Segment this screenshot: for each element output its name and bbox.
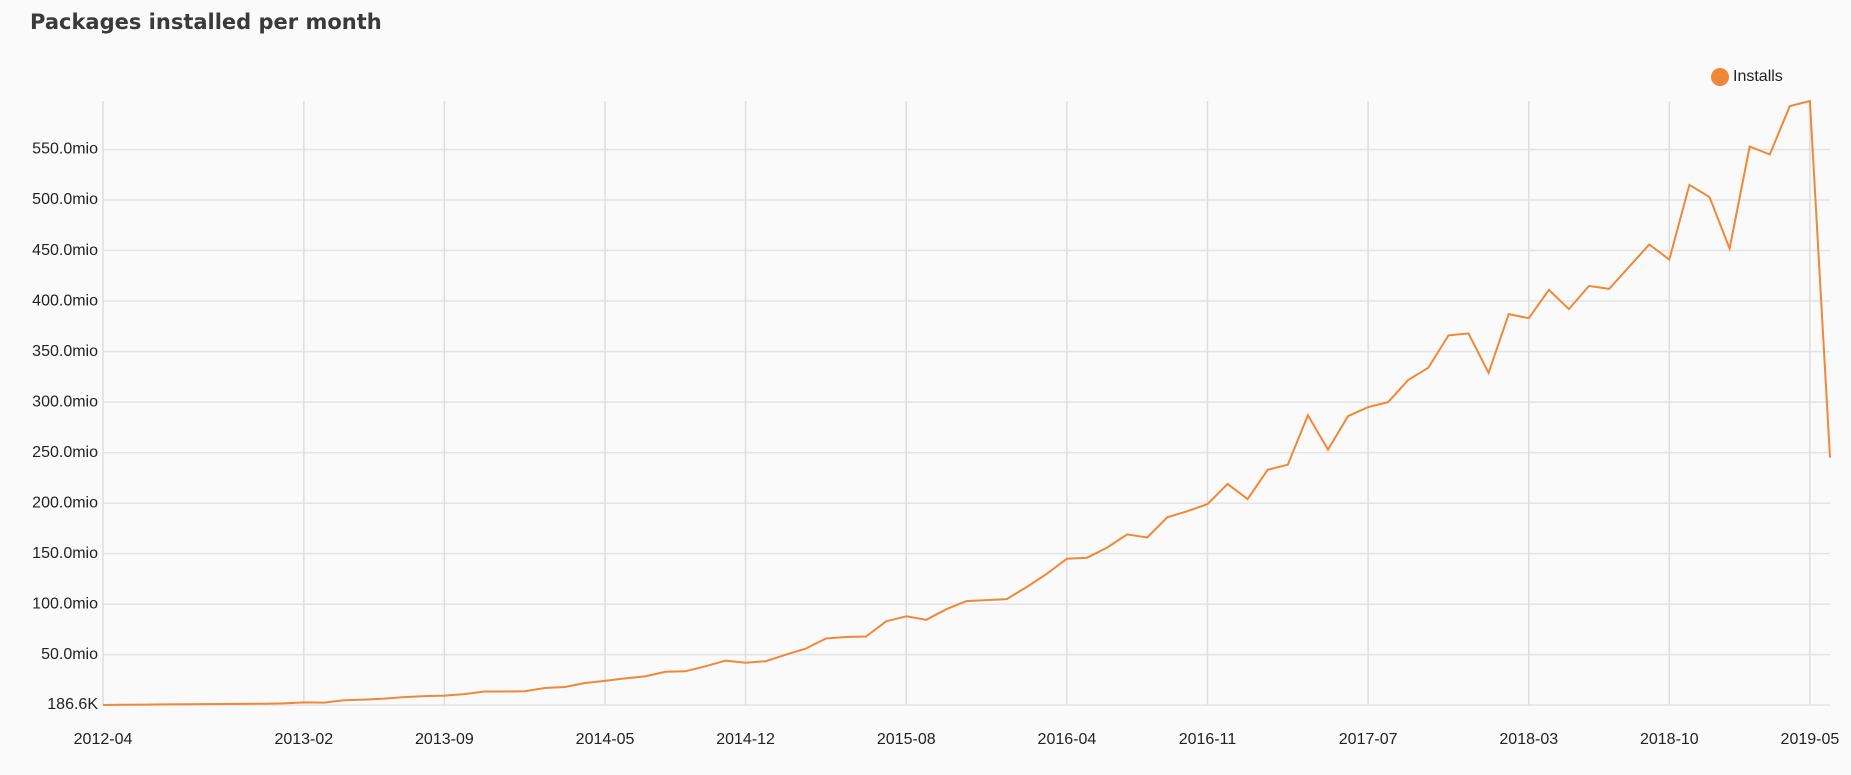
legend-label: Installs [1733,68,1783,85]
x-tick-label: 2018-10 [1640,731,1699,748]
y-tick-label: 400.0mio [32,292,98,309]
data-line [102,99,1831,706]
x-tick-label: 2016-11 [1179,731,1237,748]
y-tick-label: 200.0mio [32,494,98,511]
x-tick-label: 2018-03 [1499,731,1558,748]
y-tick-label: 550.0mio [32,141,98,158]
y-tick-label: 500.0mio [32,191,98,208]
x-tick-label: 2019-05 [1781,731,1840,748]
x-tick-label: 2014-12 [716,731,775,748]
y-tick-label: 300.0mio [32,393,98,410]
x-tick-label: 2016-04 [1038,731,1097,748]
x-tick-label: 2012-04 [74,731,133,748]
y-tick-label: 350.0mio [32,343,98,360]
x-tick-label: 2013-02 [274,731,333,748]
y-tick-label: 186.6K [47,696,98,713]
x-tick-label: 2014-05 [576,731,635,748]
x-tick-label: 2013-09 [415,731,474,748]
x-tick-label: 2017-07 [1339,731,1398,748]
x-tick-label: 2015-08 [877,731,936,748]
y-tick-label: 250.0mio [32,444,98,461]
legend-marker [1711,68,1729,86]
y-tick-label: 50.0mio [41,646,98,663]
chart-title: Packages installed per month [30,10,382,34]
y-tick-label: 100.0mio [32,595,98,612]
y-tick-label: 450.0mio [32,242,98,259]
y-tick-label: 150.0mio [32,545,98,562]
